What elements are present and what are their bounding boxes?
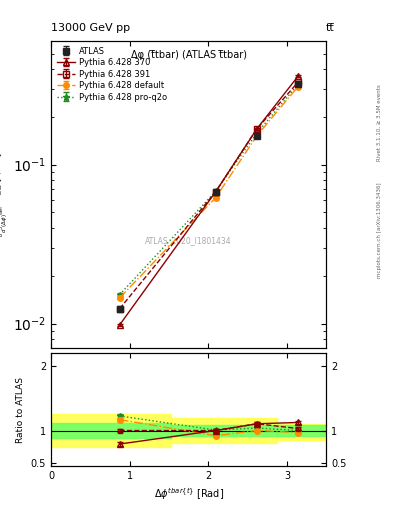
- Text: Rivet 3.1.10, ≥ 3.5M events: Rivet 3.1.10, ≥ 3.5M events: [377, 84, 382, 161]
- Text: tt̅: tt̅: [326, 23, 335, 33]
- Text: Δφ (t̅tbar) (ATLAS t̅tbar): Δφ (t̅tbar) (ATLAS t̅tbar): [130, 50, 247, 60]
- Legend: ATLAS, Pythia 6.428 370, Pythia 6.428 391, Pythia 6.428 default, Pythia 6.428 pr: ATLAS, Pythia 6.428 370, Pythia 6.428 39…: [55, 45, 168, 103]
- Y-axis label: $\frac{1}{\sigma}\frac{d^{2}\sigma^{nd}}{d^{2}(\Delta\phi)^{sam}}\cdot N_{loss}$: $\frac{1}{\sigma}\frac{d^{2}\sigma^{nd}}…: [0, 152, 9, 237]
- X-axis label: $\Delta\phi^{tbar\{t\}}$ [Rad]: $\Delta\phi^{tbar\{t\}}$ [Rad]: [154, 486, 224, 502]
- Y-axis label: Ratio to ATLAS: Ratio to ATLAS: [16, 377, 25, 442]
- Text: mcplots.cern.ch [arXiv:1306.3436]: mcplots.cern.ch [arXiv:1306.3436]: [377, 183, 382, 278]
- Text: ATLAS_2020_I1801434: ATLAS_2020_I1801434: [145, 236, 232, 245]
- Text: 13000 GeV pp: 13000 GeV pp: [51, 23, 130, 33]
